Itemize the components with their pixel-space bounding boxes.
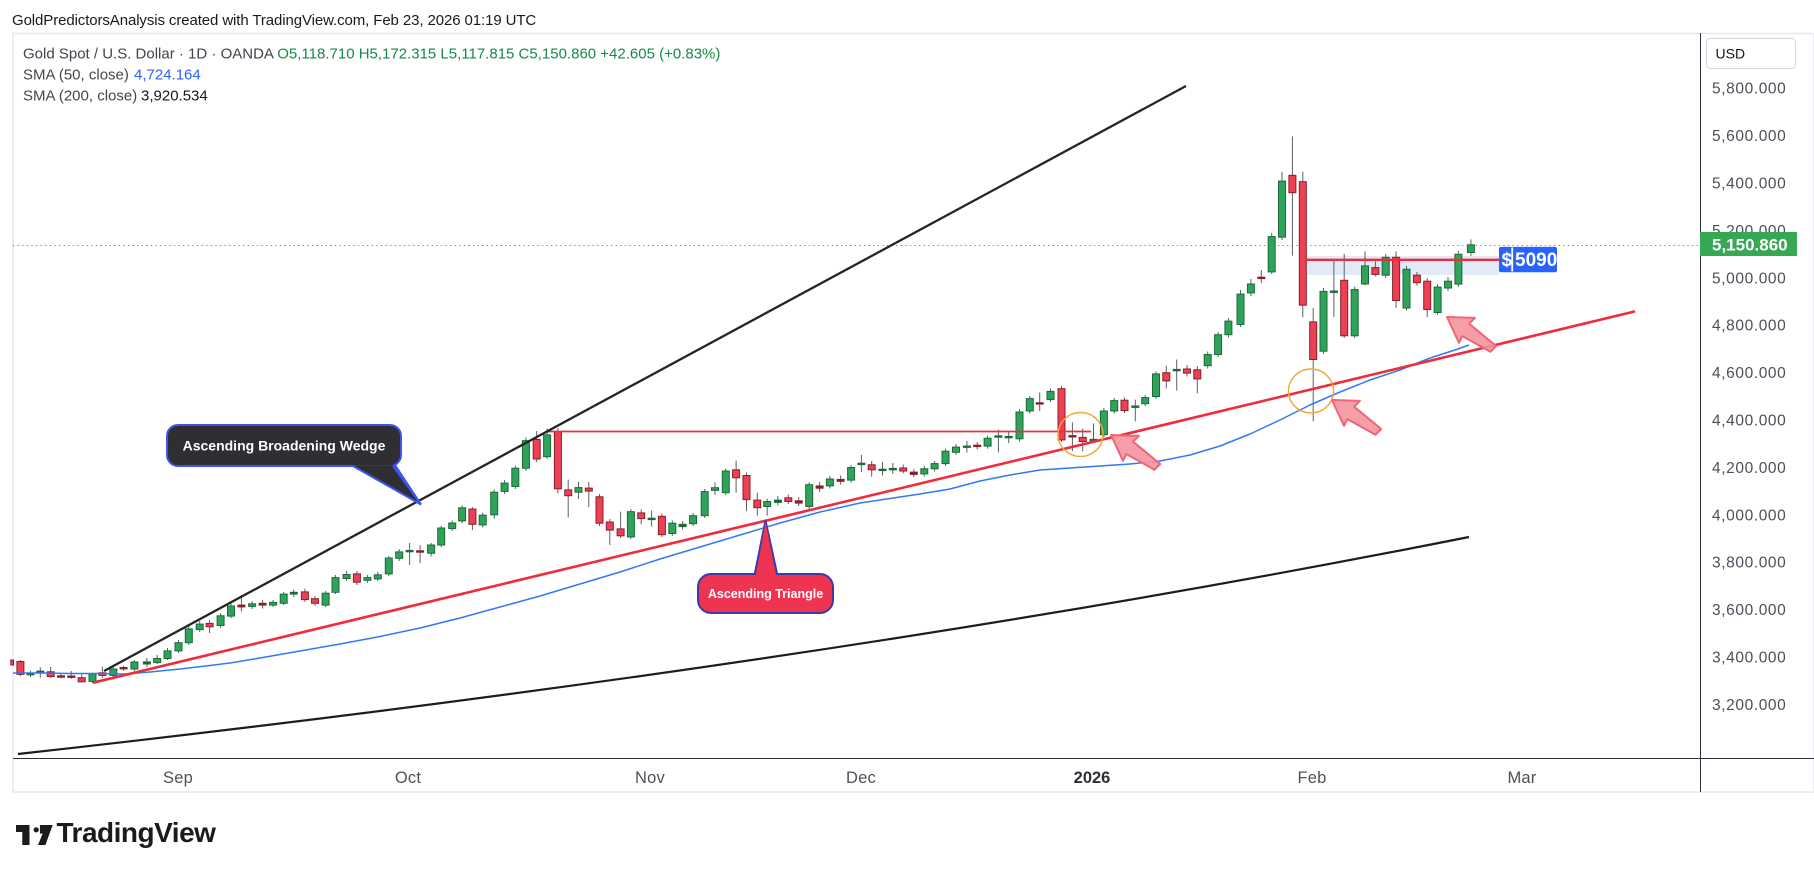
svg-text:5,800.000: 5,800.000: [1712, 81, 1786, 98]
svg-text:USD: USD: [1716, 46, 1746, 62]
svg-text:GoldPredictorsAnalysis created: GoldPredictorsAnalysis created with Trad…: [12, 12, 536, 29]
svg-text:3,800.000: 3,800.000: [1712, 555, 1786, 572]
svg-text:$: $: [1502, 250, 1513, 271]
svg-text:4,600.000: 4,600.000: [1712, 365, 1786, 382]
svg-text:5,400.000: 5,400.000: [1712, 176, 1786, 193]
svg-text:Ascending Triangle: Ascending Triangle: [708, 587, 823, 601]
svg-text:SMA (200, close)3,920.534: SMA (200, close) 3,920.534: [23, 88, 208, 105]
svg-text:3,200.000: 3,200.000: [1712, 697, 1786, 714]
svg-text:4,400.000: 4,400.000: [1712, 413, 1786, 430]
svg-text:Mar: Mar: [1507, 769, 1536, 787]
svg-text:Ascending Broadening Wedge: Ascending Broadening Wedge: [183, 438, 386, 454]
svg-text:Feb: Feb: [1297, 769, 1326, 787]
svg-text:3,600.000: 3,600.000: [1712, 602, 1786, 619]
svg-text:5,000.000: 5,000.000: [1712, 270, 1786, 287]
svg-text:4,800.000: 4,800.000: [1712, 318, 1786, 335]
svg-text:3,400.000: 3,400.000: [1712, 650, 1786, 667]
svg-text:SMA (50, close)4,724.164: SMA (50, close) 4,724.164: [23, 67, 201, 84]
svg-text:TradingView: TradingView: [57, 817, 217, 848]
svg-text:4,200.000: 4,200.000: [1712, 460, 1786, 477]
svg-text:Gold Spot / U.S. Dollar · 1D ·: Gold Spot / U.S. Dollar · 1D · OANDA O5,…: [23, 46, 720, 63]
svg-text:5,600.000: 5,600.000: [1712, 128, 1786, 145]
svg-text:Nov: Nov: [635, 769, 665, 787]
svg-text:4,000.000: 4,000.000: [1712, 507, 1786, 524]
svg-text:5,150.860: 5,150.860: [1712, 236, 1788, 255]
svg-text:Dec: Dec: [846, 769, 876, 787]
svg-text:5090: 5090: [1515, 250, 1557, 271]
svg-text:Oct: Oct: [395, 769, 421, 787]
svg-text:Sep: Sep: [163, 769, 193, 787]
svg-text:2026: 2026: [1074, 769, 1111, 787]
